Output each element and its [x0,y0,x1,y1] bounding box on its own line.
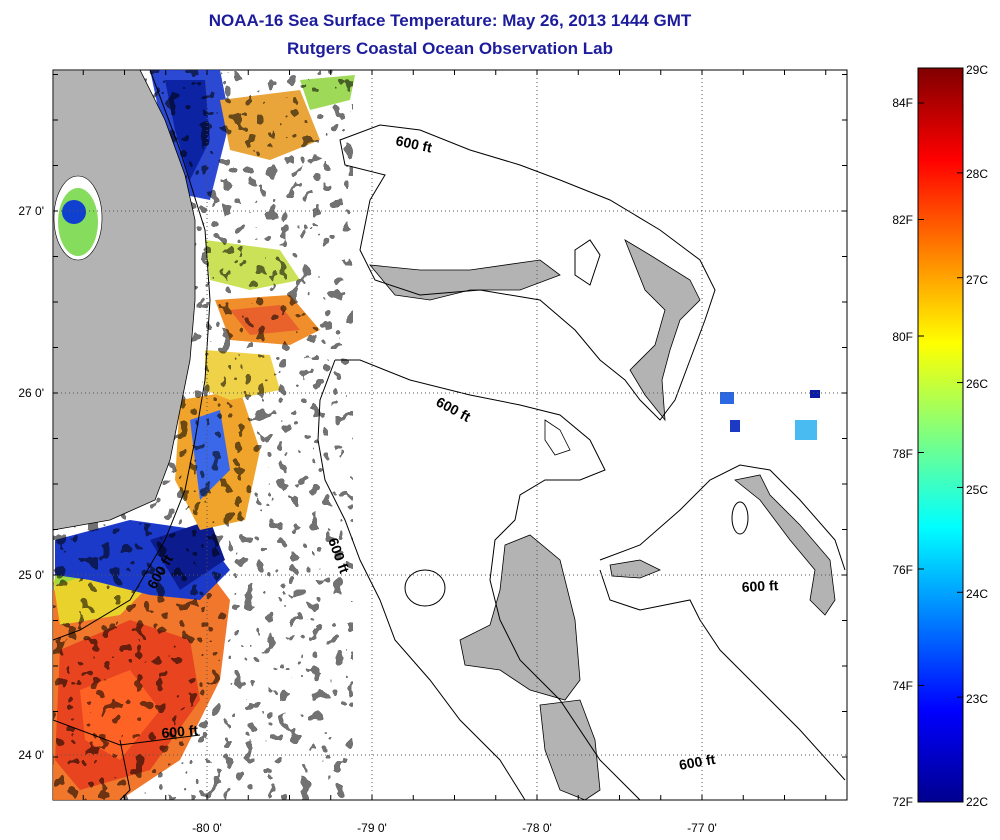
graticule [53,70,847,800]
contour-label: 600 ft [161,722,199,741]
bank-outlines [317,124,846,800]
celsius-label: 23C [966,692,988,706]
lon-tick-label: -77 0' [687,821,717,835]
fahrenheit-label: 80F [892,330,913,344]
fahrenheit-label: 84F [892,96,913,110]
celsius-label: 26C [966,377,988,391]
contour-label: 600 ft [678,751,717,773]
colorbar-fahrenheit-labels: 84F 82F 80F 78F 76F 74F 72F [892,96,913,809]
celsius-label: 25C [966,483,988,497]
land-andros [459,534,581,701]
celsius-label: 27C [966,273,988,287]
land-abaco [624,239,701,422]
lat-tick-label: 27 0' [18,204,44,218]
celsius-label: 28C [966,167,988,181]
colorbar-ticks [918,67,963,803]
celsius-label: 22C [966,795,988,809]
lat-axis-labels: 27 0' 26 0' 25 0' 24 0' [18,204,44,762]
contour-florida-shelf [53,70,211,641]
lon-tick-label: -78 0' [522,821,552,835]
celsius-label: 29C [966,63,988,77]
fahrenheit-label: 82F [892,213,913,227]
contour-label: 600 ft [394,132,433,155]
land-eleuthera [734,474,836,616]
colorbar-celsius-labels: 29C 28C 27C 26C 25C 24C 23C 22C [966,63,988,809]
map-subtitle: Rutgers Coastal Ocean Observation Lab [287,39,613,58]
lat-tick-label: 25 0' [18,568,44,582]
fahrenheit-label: 72F [892,795,913,809]
lat-tick-label: 26 0' [18,386,44,400]
contour-label: 600 ft [741,577,779,595]
fahrenheit-label: 76F [892,563,913,577]
fahrenheit-label: 74F [892,679,913,693]
colorbar [917,67,964,803]
lon-tick-label: -79 0' [357,821,387,835]
fahrenheit-label: 78F [892,447,913,461]
land-new-providence [609,559,661,579]
lon-tick-label: -80 0' [192,821,222,835]
map-title: NOAA-16 Sea Surface Temperature: May 26,… [208,11,692,30]
axis-ticks [53,70,847,800]
lon-axis-labels: -80 0' -79 0' -78 0' -77 0' [192,821,717,835]
lat-tick-label: 24 0' [18,748,44,762]
land-grand-bahama [369,259,561,301]
celsius-label: 24C [966,587,988,601]
